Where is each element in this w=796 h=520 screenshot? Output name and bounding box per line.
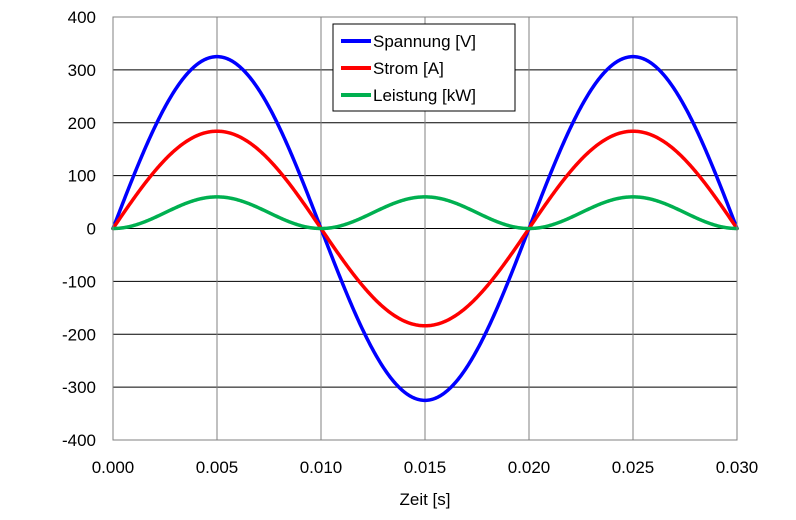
legend-label: Strom [A] [373, 59, 444, 78]
series-lines [111, 54, 739, 403]
y-tick-label: 200 [68, 114, 96, 133]
x-tick-label: 0.020 [508, 458, 551, 477]
x-tick-label: 0.000 [92, 458, 135, 477]
y-tick-label: -200 [62, 325, 96, 344]
y-tick-label: 0 [87, 220, 96, 239]
x-tick-label: 0.005 [196, 458, 239, 477]
series-line-3 [111, 195, 739, 231]
y-tick-label: -400 [62, 431, 96, 450]
series-line-1 [111, 54, 739, 403]
legend-label: Spannung [V] [373, 32, 476, 51]
x-tick-label: 0.010 [300, 458, 343, 477]
series-line-2 [111, 129, 739, 328]
x-tick-label: 0.025 [612, 458, 655, 477]
y-tick-labels: 400 300 200 100 0 -100 -200 -300 -400 [62, 8, 96, 450]
y-tick-label: -300 [62, 378, 96, 397]
x-tick-label: 0.030 [716, 458, 759, 477]
y-tick-label: 400 [68, 8, 96, 27]
y-tick-label: 100 [68, 167, 96, 186]
plot-area-border [112, 16, 738, 441]
legend-label: Leistung [kW] [373, 86, 476, 105]
y-tick-label: 300 [68, 61, 96, 80]
y-tick-label: -100 [62, 272, 96, 291]
x-tick-labels: 0.000 0.005 0.010 0.015 0.020 0.025 0.030 [92, 458, 759, 477]
legend: Spannung [V] Strom [A] Leistung [kW] [332, 23, 516, 112]
x-tick-label: 0.015 [404, 458, 447, 477]
x-axis-title: Zeit [s] [399, 490, 450, 509]
